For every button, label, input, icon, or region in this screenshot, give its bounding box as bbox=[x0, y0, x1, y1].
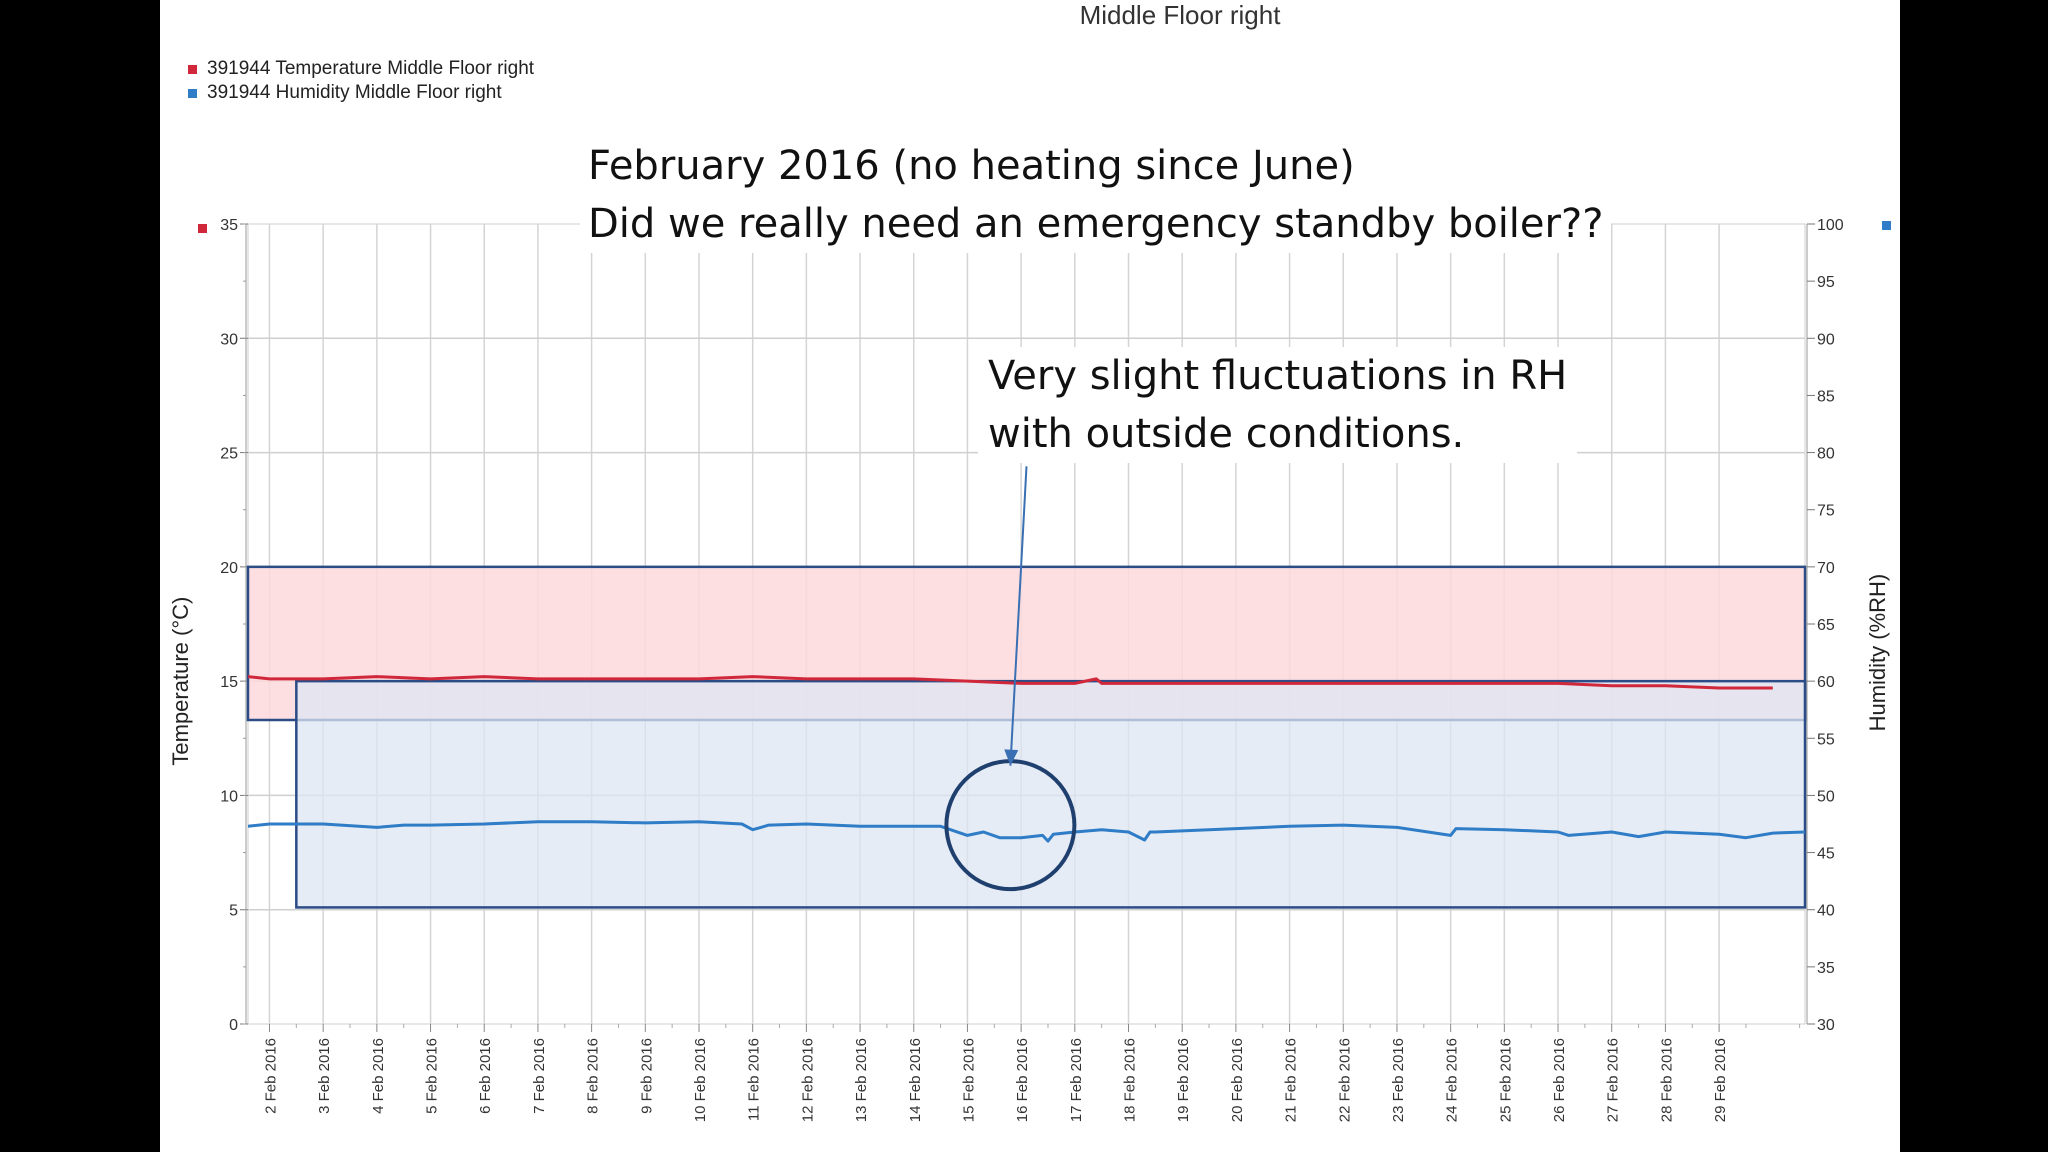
y-right-tick-label: 55 bbox=[1817, 731, 1835, 748]
x-tick-label: 26 Feb 2016 bbox=[1551, 1038, 1568, 1122]
x-tick-label: 15 Feb 2016 bbox=[960, 1038, 977, 1122]
slide: Middle Floor right 391944 Temperature Mi… bbox=[160, 0, 1900, 1152]
y-right-tick-label: 60 bbox=[1817, 674, 1835, 691]
x-tick-label: 23 Feb 2016 bbox=[1390, 1038, 1407, 1122]
x-tick-label: 9 Feb 2016 bbox=[638, 1038, 655, 1114]
legend-swatch-temperature bbox=[188, 64, 197, 74]
x-tick-label: 7 Feb 2016 bbox=[531, 1038, 548, 1114]
legend-label-temperature: 391944 Temperature Middle Floor right bbox=[207, 58, 535, 79]
x-tick-label: 10 Feb 2016 bbox=[692, 1038, 709, 1122]
legend-item-temperature: 391944 Temperature Middle Floor right bbox=[188, 58, 534, 80]
x-tick-label: 6 Feb 2016 bbox=[477, 1038, 494, 1114]
y-left-tick-label: 5 bbox=[229, 903, 238, 920]
callout-mid: Very slight fluctuations in RH with outs… bbox=[978, 347, 1578, 463]
chart-title: Middle Floor right bbox=[1079, 0, 1281, 30]
y-left-axis-label: Temperature (°C) bbox=[168, 597, 193, 766]
y-left-tick-label: 20 bbox=[220, 560, 238, 577]
x-tick-label: 8 Feb 2016 bbox=[585, 1038, 602, 1114]
y-right-tick-label: 50 bbox=[1817, 788, 1835, 805]
y-left-tick-label: 30 bbox=[220, 331, 238, 348]
y-right-tick-label: 100 bbox=[1817, 217, 1844, 234]
y-right-tick-label: 90 bbox=[1817, 331, 1835, 348]
y-left-tick-label: 0 bbox=[229, 1017, 238, 1034]
x-tick-label: 12 Feb 2016 bbox=[799, 1038, 816, 1122]
legend-item-humidity: 391944 Humidity Middle Floor right bbox=[188, 82, 502, 104]
x-tick-label: 22 Feb 2016 bbox=[1336, 1038, 1353, 1122]
x-tick-label: 14 Feb 2016 bbox=[907, 1038, 924, 1122]
y-right-tick-label: 30 bbox=[1817, 1017, 1835, 1034]
y-left-axis-marker bbox=[198, 224, 207, 233]
x-tick-label: 4 Feb 2016 bbox=[370, 1038, 387, 1114]
y-left-tick-label: 15 bbox=[220, 674, 238, 691]
annotation-arrow-line bbox=[1009, 466, 1028, 766]
y-right-tick-label: 35 bbox=[1817, 960, 1835, 977]
temperature-series-line bbox=[247, 675, 1773, 690]
callout-mid-line1: Very slight fluctuations in RH bbox=[988, 353, 1568, 399]
y-right-tick-label: 95 bbox=[1817, 274, 1835, 291]
x-tick-label: 20 Feb 2016 bbox=[1229, 1038, 1246, 1122]
callout-top: February 2016 (no heating since June) Di… bbox=[580, 137, 1612, 253]
x-tick-label: 19 Feb 2016 bbox=[1175, 1038, 1192, 1122]
y-left-tick-label: 35 bbox=[220, 217, 238, 234]
x-tick-label: 17 Feb 2016 bbox=[1068, 1038, 1085, 1122]
x-tick-label: 5 Feb 2016 bbox=[424, 1038, 441, 1114]
y-right-tick-label: 75 bbox=[1817, 503, 1835, 520]
legend-swatch-humidity bbox=[188, 88, 197, 98]
y-right-axis-marker bbox=[1882, 221, 1891, 230]
humidity-band-box bbox=[295, 679, 1807, 909]
x-tick-label: 18 Feb 2016 bbox=[1122, 1038, 1139, 1122]
callout-top-line1: February 2016 (no heating since June) bbox=[588, 143, 1355, 189]
y-right-tick-label: 70 bbox=[1817, 560, 1835, 577]
x-tick-label: 21 Feb 2016 bbox=[1283, 1038, 1300, 1122]
y-right-tick-label: 40 bbox=[1817, 903, 1835, 920]
annotation-arrow-head bbox=[1004, 749, 1019, 766]
y-right-tick-label: 80 bbox=[1817, 446, 1835, 463]
y-right-axis-label: Humidity (%RH) bbox=[1865, 574, 1890, 732]
x-tick-label: 29 Feb 2016 bbox=[1712, 1038, 1729, 1122]
x-tick-label: 16 Feb 2016 bbox=[1014, 1038, 1031, 1122]
x-tick-label: 11 Feb 2016 bbox=[746, 1038, 763, 1121]
legend-label-humidity: 391944 Humidity Middle Floor right bbox=[207, 82, 502, 103]
x-tick-label: 24 Feb 2016 bbox=[1444, 1038, 1461, 1122]
x-tick-label: 27 Feb 2016 bbox=[1605, 1038, 1622, 1122]
x-tick-label: 25 Feb 2016 bbox=[1497, 1038, 1514, 1122]
y-right-tick-label: 65 bbox=[1817, 617, 1835, 634]
x-tick-label: 13 Feb 2016 bbox=[853, 1038, 870, 1122]
y-right-tick-label: 85 bbox=[1817, 388, 1835, 405]
x-tick-label: 2 Feb 2016 bbox=[262, 1038, 279, 1114]
y-right-tick-label: 45 bbox=[1817, 846, 1835, 863]
humidity-series-line bbox=[247, 820, 1806, 843]
y-left-tick-label: 10 bbox=[220, 788, 238, 805]
callout-mid-line2: with outside conditions. bbox=[988, 411, 1465, 457]
x-tick-label: 3 Feb 2016 bbox=[316, 1038, 333, 1114]
x-tick-label: 28 Feb 2016 bbox=[1658, 1038, 1675, 1122]
y-left-tick-label: 25 bbox=[220, 446, 238, 463]
callout-top-line2: Did we really need an emergency standby … bbox=[588, 201, 1604, 247]
